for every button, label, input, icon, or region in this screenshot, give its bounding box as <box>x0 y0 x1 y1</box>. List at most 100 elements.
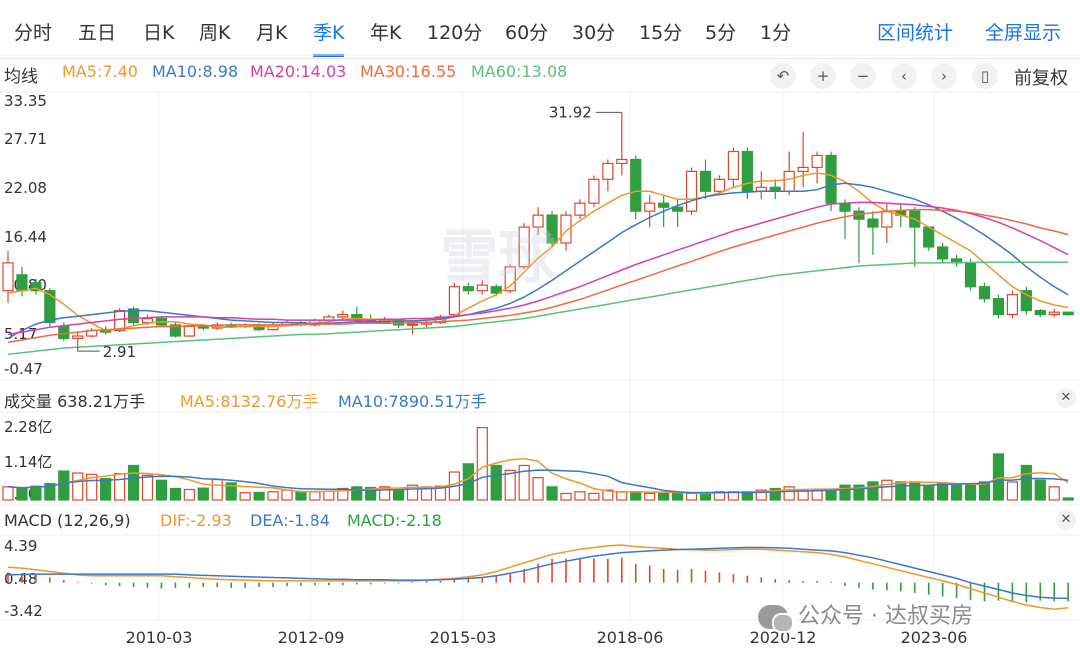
candle-body <box>476 284 488 292</box>
price-tick: 16.44 <box>4 228 47 246</box>
volume-bar <box>379 486 391 501</box>
volume-bar <box>755 489 767 501</box>
tab-120min[interactable]: 120分 <box>427 22 483 44</box>
volume-bar <box>1062 497 1074 501</box>
fullscreen-link[interactable]: 全屏显示 <box>985 22 1062 44</box>
close-volume-icon[interactable]: ✕ <box>1056 388 1076 408</box>
candle-body <box>72 335 84 340</box>
ma-line-ma30 <box>7 208 1069 344</box>
candle-body <box>16 274 28 292</box>
candle-body <box>839 202 851 212</box>
candle-body <box>992 298 1005 316</box>
volume-bar <box>72 472 84 501</box>
undo-icon[interactable]: ↶ <box>770 63 796 89</box>
macd-value: MACD:-2.18 <box>347 511 442 530</box>
candle-body <box>337 313 349 318</box>
volume-bar <box>337 487 349 501</box>
tab-1min[interactable]: 1分 <box>760 22 792 44</box>
candle-body <box>1048 311 1060 316</box>
candle-body <box>797 166 809 172</box>
tab-intraday[interactable]: 分时 <box>14 22 53 44</box>
candle-body <box>978 286 991 300</box>
wechat-watermark: 公众号 · 达叔买房 <box>758 598 973 633</box>
min-price-label: 2.91 <box>103 343 136 361</box>
volume-bar <box>937 482 949 501</box>
volume-title: 成交量 638.21万手 <box>4 392 146 411</box>
zoom-in-icon[interactable]: + <box>810 63 836 89</box>
volume-bar <box>351 486 363 501</box>
volume-bar <box>169 487 181 501</box>
candle-body <box>1034 309 1046 316</box>
volume-bar <box>978 481 991 501</box>
candle-body <box>881 210 893 228</box>
price-tick: 22.08 <box>4 179 47 197</box>
candle-body <box>448 286 460 316</box>
volume-bar <box>183 488 195 501</box>
prev-icon[interactable]: ‹ <box>891 63 917 89</box>
candle-body <box>811 154 823 169</box>
candle-body <box>825 154 837 204</box>
candle-icon[interactable]: ▯ <box>972 63 998 89</box>
tab-5min[interactable]: 5分 <box>705 22 737 44</box>
volume-bar <box>574 491 586 501</box>
candle-body <box>30 282 42 292</box>
volume-bar <box>867 481 879 501</box>
tab-15min[interactable]: 15分 <box>639 22 683 44</box>
max-price-label: 31.92 <box>549 103 592 121</box>
close-macd-icon[interactable]: ✕ <box>1056 510 1076 530</box>
candle-body <box>44 290 56 324</box>
volume-bar <box>211 479 223 501</box>
volume-bar <box>839 484 851 501</box>
price-tick: 33.35 <box>4 92 47 110</box>
macd-dif-line <box>7 544 1069 611</box>
ma-line-ma60 <box>7 261 1069 356</box>
zoom-out-icon[interactable]: − <box>850 63 876 89</box>
candle-body <box>490 286 502 294</box>
ma10-value: MA10:8.98 <box>152 62 239 81</box>
volume-bar <box>853 484 865 501</box>
volume-bar <box>685 492 698 501</box>
candle-body <box>406 323 419 326</box>
volume-bar <box>783 486 795 501</box>
candle-body <box>658 202 670 208</box>
tab-yearly-k[interactable]: 年K <box>370 22 402 44</box>
candle-body <box>532 214 544 228</box>
tab-weekly-k[interactable]: 周K <box>199 22 231 44</box>
tab-30min[interactable]: 30分 <box>572 22 616 44</box>
macd-tick: 4.39 <box>4 537 38 555</box>
candle-body <box>588 178 600 204</box>
volume-bar <box>434 485 447 501</box>
candle-body <box>923 226 935 248</box>
tab-five-day[interactable]: 五日 <box>78 22 117 44</box>
tab-monthly-k[interactable]: 月K <box>256 22 288 44</box>
range-stats-link[interactable]: 区间统计 <box>877 22 954 44</box>
volume-bar <box>546 486 558 501</box>
volume-bar <box>658 492 670 501</box>
candle-body <box>644 202 656 212</box>
volume-bar <box>476 427 488 501</box>
volume-bar <box>1048 486 1060 501</box>
candle-body <box>560 214 572 244</box>
price-adjust-selector[interactable]: 前复权 <box>1014 68 1068 89</box>
tab-daily-k[interactable]: 日K <box>143 22 175 44</box>
candle-body <box>546 214 558 244</box>
macd-title: MACD (12,26,9) <box>4 511 131 530</box>
next-icon[interactable]: › <box>931 63 957 89</box>
candle-body <box>671 206 684 212</box>
candle-body <box>964 262 977 288</box>
volume-bar <box>295 490 307 501</box>
volume-bar <box>992 453 1005 501</box>
volume-tick: 2.28亿 <box>4 418 53 436</box>
volume-ma10: MA10:7890.51万手 <box>338 392 487 411</box>
volume-bar <box>504 469 516 501</box>
tab-60min[interactable]: 60分 <box>505 22 549 44</box>
candle-body <box>504 266 516 292</box>
candle-body <box>602 162 614 180</box>
volume-bar <box>644 492 656 501</box>
volume-tick: 1.14亿 <box>4 453 53 471</box>
volume-bar <box>811 489 823 501</box>
volume-bar <box>881 479 893 501</box>
volume-bar <box>86 473 98 501</box>
volume-bar <box>365 486 377 501</box>
